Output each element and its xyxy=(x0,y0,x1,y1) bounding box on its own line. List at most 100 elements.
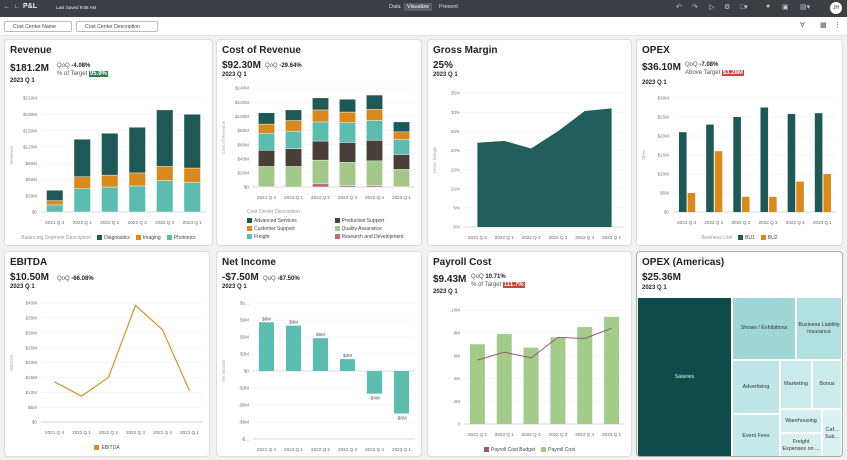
play-icon[interactable]: ▷ xyxy=(709,4,715,11)
y-tick-label: 5% xyxy=(453,206,460,211)
payroll-chart[interactable]: 0 2M 4M 6M 8M 10M 2021 Q 4 2022 Q 1 2022 Q 2 2022… xyxy=(428,302,632,442)
revenue-card[interactable]: Revenue $181.2M QoQ -4.08% % of Target 9… xyxy=(4,39,213,246)
x-tick-label: 2021 Q 4 xyxy=(45,430,64,435)
filter-icon[interactable]: ∀ xyxy=(800,22,805,29)
legend-item[interactable]: Diagnostics xyxy=(97,235,130,241)
y-tick-label: -$6M xyxy=(239,403,250,408)
opex-card[interactable]: OPEX $36.10M QoQ -7.08% Above Target $3.… xyxy=(636,39,843,246)
x-tick-label: 2023 Q 1 xyxy=(392,195,411,200)
y-tick-label: $3M xyxy=(240,352,249,357)
treemap-cell-other[interactable]: Caf... Sub... xyxy=(822,409,842,456)
export-icon[interactable]: ▣ xyxy=(782,4,789,11)
legend-item[interactable]: Payroll Cost xyxy=(541,447,575,453)
period: 2023 Q 1 xyxy=(222,284,247,290)
x-tick-label: 2021 Q 4 xyxy=(45,220,64,225)
x-tick-label: 2022 Q 4 xyxy=(365,195,384,200)
filter-cost-center-description[interactable]: Cost Center Description xyxy=(76,21,158,32)
gross-margin-chart[interactable]: 0% 5% 10% 15% 20% 25% 30% 35% Gross Margin 2021 Q… xyxy=(428,85,632,245)
y-tick-label: $20M xyxy=(238,171,250,176)
x-tick-label: 2022 Q 2 xyxy=(311,447,330,452)
bar-segment xyxy=(156,109,174,167)
y-tick-label: $15M xyxy=(26,375,38,380)
y-tick-label: $180M xyxy=(23,112,37,117)
period: 2023 Q 1 xyxy=(642,80,667,86)
data-label: -$4M xyxy=(369,396,380,401)
lightbulb-icon[interactable]: ● xyxy=(766,3,771,10)
x-tick-label: 2022 Q 3 xyxy=(548,432,567,437)
opex-chart[interactable]: $0 $5M $10M $15M $20M $25M $30M Opex 2021 Q 4 202… xyxy=(637,90,843,230)
treemap-cell-marketing[interactable]: Marketing xyxy=(780,360,812,409)
bar-segment xyxy=(366,185,383,188)
legend-item[interactable]: Payroll Cost Budget xyxy=(483,447,535,453)
card-title: Net Income xyxy=(222,257,276,268)
x-tick-label: 2023 Q 1 xyxy=(813,220,832,225)
legend-item[interactable]: Photonics xyxy=(166,235,196,241)
data-label: $2M xyxy=(343,353,352,358)
avatar[interactable]: JH xyxy=(830,2,842,14)
legend-item[interactable]: Quality Assurance xyxy=(334,226,422,232)
y-tick-label: $25M xyxy=(658,115,670,120)
tab-visualize[interactable]: Visualize xyxy=(404,3,432,11)
legend-item[interactable]: Research and Development xyxy=(334,234,422,240)
y-axis-title: Opex xyxy=(641,149,646,161)
redo-icon[interactable]: ↷ xyxy=(692,4,698,11)
net-income-chart[interactable]: -$... -$9M -$6M -$3M $0 $3M $6M $9M $1... Net Inc… xyxy=(217,295,422,457)
bar xyxy=(814,113,823,212)
bar-segment xyxy=(285,120,302,132)
revenue-chart[interactable]: $0 $30M $60M $90M $120M $150M $180M $210M Revenu… xyxy=(5,90,213,230)
cost-of-revenue-card[interactable]: Cost of Revenue $92.30M QoQ -29.64% 2023… xyxy=(216,39,422,246)
save-icon[interactable]: ▤▾ xyxy=(800,4,811,11)
x-tick-label: 2022 Q 3 xyxy=(128,220,147,225)
net-income-card[interactable]: Net Income -$7.50M QoQ -87.50% 2023 Q 1 … xyxy=(216,251,422,457)
legend-item[interactable]: Advanced Services xyxy=(247,218,335,224)
y-axis-title: Net Income xyxy=(221,359,226,383)
legend-item[interactable]: BU2 xyxy=(760,235,778,241)
treemap-cell-salaries[interactable]: Salaries xyxy=(637,297,732,456)
treemap-cell-shows[interactable]: Shows / Exhibitions xyxy=(732,297,796,360)
y-tick-label: $40M xyxy=(26,301,38,306)
treemap-cell-bonus[interactable]: Bonus xyxy=(812,360,842,409)
legend-item[interactable]: Customer Support xyxy=(247,226,335,232)
legend-item[interactable]: Imaging xyxy=(135,235,161,241)
treemap-cell-freight[interactable]: Freight Expenses on ... xyxy=(780,433,822,456)
bar xyxy=(523,347,539,424)
undo-icon[interactable]: ↶ xyxy=(676,4,682,11)
x-tick-label: 2023 Q 1 xyxy=(183,220,202,225)
bar-segment xyxy=(128,172,146,187)
y-tick-label: $60M xyxy=(26,177,38,182)
legend-item[interactable]: BU1 xyxy=(738,235,755,241)
legend-item[interactable]: EBITDA xyxy=(94,445,120,451)
x-tick-label: 2022 Q 2 xyxy=(311,195,330,200)
legend-item[interactable]: Production Support xyxy=(334,218,422,224)
y-tick-label: -$... xyxy=(241,437,249,442)
treemap-cell-advertising[interactable]: Advertising xyxy=(732,360,780,414)
settings-icon[interactable]: ⚙ xyxy=(724,4,731,11)
cost-chart[interactable]: $0 $20M $40M $60M $80M $100M $120M $140M Cost of… xyxy=(217,80,422,205)
legend-item[interactable]: Freight xyxy=(247,234,335,240)
more-icon[interactable]: ⋮ xyxy=(834,22,841,29)
tab-data[interactable]: Data xyxy=(389,4,401,10)
treemap-cell-insurance[interactable]: Business Liability Insurance xyxy=(796,297,842,360)
bar xyxy=(733,117,741,212)
y-tick-label: $9M xyxy=(240,318,249,323)
filter-cost-center-name[interactable]: Cost Center Name xyxy=(4,21,72,32)
x-tick-label: 2022 Q 1 xyxy=(495,432,514,437)
kpi-details: QoQ 10.71% % of Target 111.7% xyxy=(471,274,525,288)
treemap-cell-event-fees[interactable]: Event Fees xyxy=(732,414,780,456)
ebitda-chart[interactable]: $0 $5M $10M $15M $20M $25M $30M $35M $40M EBITDA 2… xyxy=(5,295,210,440)
treemap-cell-warehousing[interactable]: Warehousing xyxy=(780,409,822,433)
kpi-value: $25.36M xyxy=(642,272,681,283)
bar xyxy=(687,193,696,212)
x-tick-label: 2022 Q 2 xyxy=(100,220,119,225)
gross-margin-card[interactable]: Gross Margin 25% 2023 Q 1 0% 5% 10% 15% 20% 2… xyxy=(427,39,632,246)
y-tick-label: $6M xyxy=(240,335,249,340)
layout-icon[interactable]: □▾ xyxy=(740,4,748,11)
back-arrow-icon[interactable]: ← xyxy=(4,4,10,10)
treemap[interactable]: Salaries Shows / Exhibitions Business Li… xyxy=(637,297,842,456)
tab-present[interactable]: Present xyxy=(439,4,458,10)
grid-icon[interactable]: ▩ xyxy=(820,22,827,29)
ebitda-card[interactable]: EBITDA $10.50M QoQ -66.08% 2023 Q 1 $0 $5… xyxy=(4,251,210,457)
payroll-cost-card[interactable]: Payroll Cost $9.43M QoQ 10.71% % of Targ… xyxy=(427,251,632,457)
area-series xyxy=(477,108,612,227)
opex-americas-card[interactable]: OPEX (Americas) $25.36M 2023 Q 1 Salarie… xyxy=(636,251,843,457)
